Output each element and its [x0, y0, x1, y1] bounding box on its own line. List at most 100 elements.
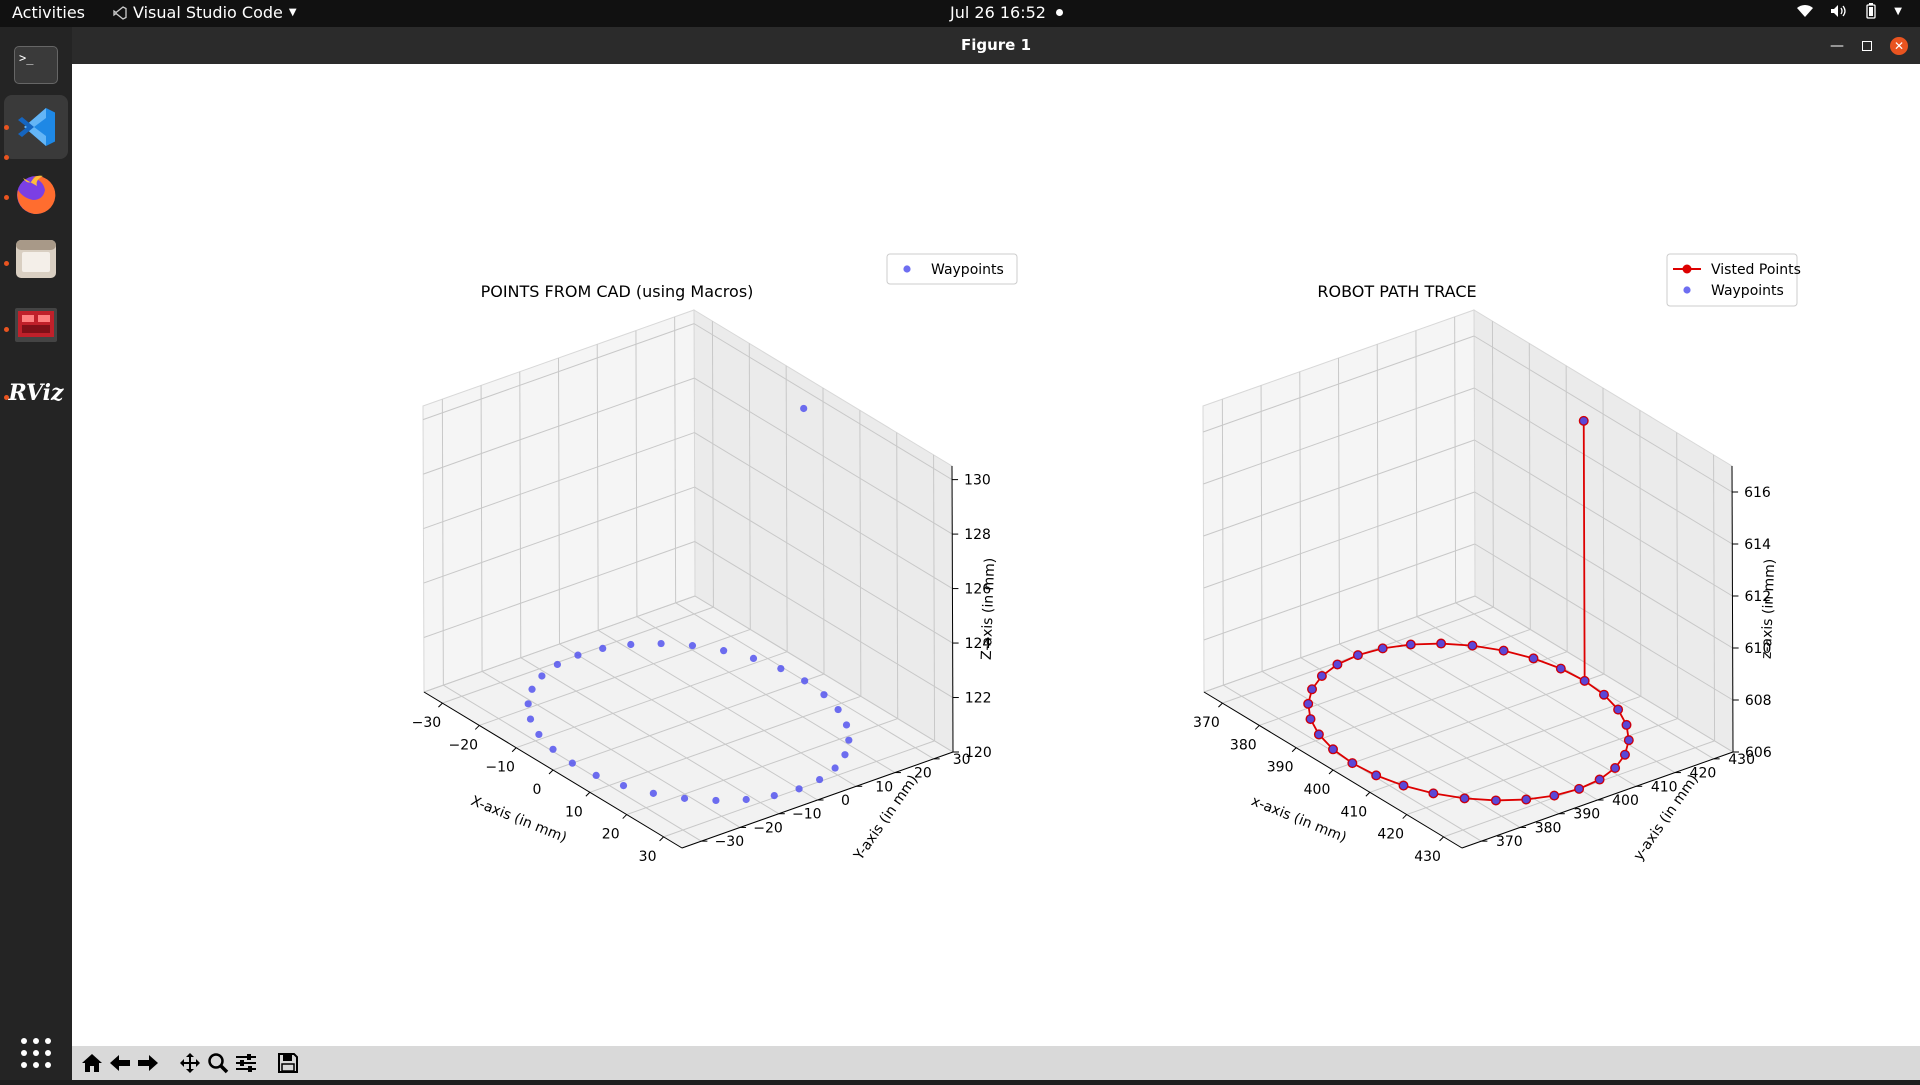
- remmina-icon: [15, 308, 57, 342]
- grid-line: [674, 316, 677, 603]
- waypoint-marker: [592, 771, 600, 779]
- grid-line: [1416, 616, 1676, 773]
- grid-line: [1474, 491, 1733, 649]
- grid-line: [1377, 629, 1637, 787]
- window-title: Figure 1: [72, 27, 1920, 64]
- running-indicator: [4, 327, 9, 332]
- sliders-icon: [236, 1054, 256, 1072]
- dock-firefox[interactable]: [4, 161, 68, 225]
- y-tick-label: 380: [1535, 820, 1562, 836]
- notification-dot-icon: [1055, 9, 1063, 16]
- waypoint-marker: [1600, 691, 1608, 699]
- clock[interactable]: Jul 26 16:52: [950, 3, 1046, 22]
- y-tick-label: 420: [1690, 766, 1717, 782]
- z-axis-label: Z-axis (in mm): [979, 557, 999, 660]
- app-grid-icon: [21, 1038, 51, 1068]
- grid-line: [1202, 335, 1475, 433]
- grid-line: [1376, 344, 1379, 631]
- app-menu[interactable]: Visual Studio Code ▼: [113, 3, 297, 22]
- files-icon: [16, 240, 56, 278]
- window-controls: — ✕: [1830, 27, 1908, 64]
- grid-line: [1221, 399, 1224, 686]
- activities-button[interactable]: Activities: [12, 3, 85, 22]
- battery-icon: [1866, 3, 1876, 19]
- grid-line: [1338, 357, 1340, 645]
- dock-terminal[interactable]: >_: [4, 33, 68, 97]
- back-button[interactable]: [106, 1049, 134, 1077]
- grid-line: [1203, 543, 1475, 641]
- dock-vscode[interactable]: [4, 95, 68, 159]
- waypoint-marker: [831, 764, 839, 772]
- grid-line: [1454, 316, 1457, 603]
- grid-line: [694, 432, 953, 589]
- home-button[interactable]: [78, 1049, 106, 1077]
- waypoint-marker: [1550, 791, 1558, 800]
- x-tick-label: 420: [1377, 827, 1404, 843]
- x-tick: [1218, 702, 1223, 708]
- pan-button[interactable]: [176, 1049, 204, 1077]
- y-tick-label: 0: [841, 793, 850, 809]
- waypoint-marker: [538, 672, 546, 680]
- dock-files[interactable]: [4, 227, 68, 291]
- grid-line: [1474, 543, 1734, 701]
- grid-line: [859, 410, 862, 697]
- dock-rviz[interactable]: RViz: [4, 361, 68, 425]
- save-figure-button[interactable]: [274, 1049, 302, 1077]
- waypoint-marker: [1437, 639, 1445, 648]
- arrow-left-icon: [110, 1055, 130, 1071]
- grid-line: [1474, 439, 1733, 597]
- waypoint-marker: [1621, 751, 1629, 759]
- waypoint-marker: [1611, 764, 1619, 772]
- plot-points-from-cad: −30−20−100102030−30−20−10010203012012212…: [412, 253, 1018, 864]
- y-tick-label: 390: [1573, 807, 1600, 823]
- y-tick-label: 430: [1728, 752, 1755, 768]
- z-tick-label: 606: [1745, 745, 1772, 761]
- forward-button[interactable]: [134, 1049, 162, 1077]
- z-tick-label: 124: [965, 636, 992, 652]
- grid-line: [694, 541, 954, 698]
- waypoint-marker: [742, 795, 750, 804]
- configure-subplots-button[interactable]: [232, 1049, 260, 1077]
- home-icon: [82, 1054, 102, 1072]
- waypoint-marker: [1333, 660, 1341, 669]
- y-tick-label: 370: [1496, 834, 1523, 850]
- figure-canvas[interactable]: −30 −20 −10 0 10 20 30 −30 −20 −10 0 10 20 30 120 122 12…: [72, 64, 1920, 1046]
- waypoint-marker: [657, 639, 665, 648]
- waypoint-marker: [842, 721, 851, 729]
- x-tick: [622, 814, 628, 819]
- waypoint-marker: [568, 759, 576, 767]
- waypoint-marker: [574, 651, 582, 659]
- grid-line: [1602, 387, 1605, 675]
- zoom-button[interactable]: [204, 1049, 232, 1077]
- show-applications-button[interactable]: [4, 1021, 68, 1085]
- waypoint-marker: [1557, 665, 1565, 673]
- grid-line: [748, 343, 751, 630]
- waypoint-marker: [1622, 721, 1631, 729]
- x-tick-label: 410: [1340, 804, 1367, 820]
- waypoint-marker: [599, 644, 607, 653]
- grid-line: [933, 454, 936, 741]
- y-tick-label: 400: [1612, 793, 1639, 809]
- waypoint-marker: [1625, 736, 1633, 744]
- waypoint-marker: [627, 640, 635, 649]
- grid-line: [1528, 343, 1531, 630]
- waypoint-marker: [1315, 730, 1323, 739]
- vscode-small-icon: [113, 5, 127, 20]
- system-tray[interactable]: ▼: [1796, 3, 1902, 19]
- waypoint-marker: [1399, 781, 1408, 790]
- waypoint-marker: [1379, 644, 1387, 653]
- minimize-icon[interactable]: —: [1830, 37, 1844, 54]
- grid-line: [693, 323, 953, 481]
- visited-path-line: [1307, 420, 1630, 802]
- maximize-icon[interactable]: [1862, 40, 1872, 51]
- grid-line: [1474, 387, 1733, 545]
- dock-remmina[interactable]: [4, 293, 68, 357]
- waypoint-marker: [1407, 640, 1415, 649]
- close-icon[interactable]: ✕: [1890, 36, 1908, 55]
- waypoint-marker: [1329, 745, 1337, 753]
- grid-line: [1639, 410, 1642, 697]
- x-tick-label: −30: [412, 715, 442, 731]
- y-tick-label: 410: [1651, 779, 1678, 795]
- y-tick-label: −10: [792, 807, 822, 823]
- grid-line: [822, 387, 825, 675]
